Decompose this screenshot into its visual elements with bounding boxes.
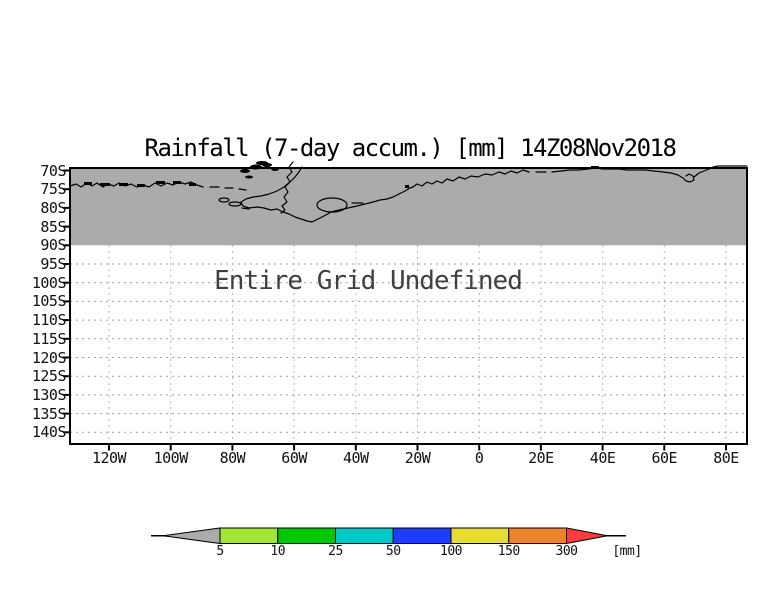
y-tick-label: 125S xyxy=(31,367,67,386)
y-tick-label: 80S xyxy=(40,198,66,217)
colorbar-unit-label: [mm] xyxy=(612,544,642,559)
colorbar-above-max-arrow xyxy=(566,527,608,545)
y-tick-label: 135S xyxy=(31,404,67,423)
y-tick-label: 130S xyxy=(31,385,67,404)
colorbar-level-label: 300 xyxy=(555,544,578,559)
y-tick-label: 140S xyxy=(31,423,67,442)
colorbar-level-label: 50 xyxy=(385,544,401,559)
x-tick-label: 40E xyxy=(589,449,616,467)
y-tick-label: 70S xyxy=(40,161,66,180)
x-tick-label: 20W xyxy=(404,449,431,467)
colorbar-level-label: 150 xyxy=(497,544,520,559)
colorbar-level-label: 25 xyxy=(328,544,343,559)
x-tick-label: 40W xyxy=(343,449,369,467)
colorbar-segment xyxy=(392,527,452,544)
undefined-shaded-band xyxy=(70,168,747,246)
x-tick-label: 60E xyxy=(651,449,678,467)
y-tick-label: 85S xyxy=(40,217,66,236)
plot-title: Rainfall (7-day accum.) [mm] 14Z08Nov201… xyxy=(144,134,677,162)
x-tick-label: 100W xyxy=(153,449,189,467)
x-tick-label: 20E xyxy=(528,449,554,467)
y-tick-label: 95S xyxy=(40,255,66,273)
colorbar-level-label: 5 xyxy=(216,544,224,559)
colorbar-segment xyxy=(335,527,394,544)
colorbar-level-label: 100 xyxy=(440,544,462,559)
x-tick-label: 60W xyxy=(281,449,307,467)
y-tick-label: 105S xyxy=(31,292,67,311)
x-tick-label: 0 xyxy=(474,449,484,467)
lat-lon-grid xyxy=(63,169,747,451)
y-tick-label: 120S xyxy=(31,348,67,367)
y-tick-label: 90S xyxy=(40,236,66,255)
x-tick-label: 80E xyxy=(713,449,739,467)
y-tick-label: 75S xyxy=(40,180,66,199)
plot-frame xyxy=(69,167,748,445)
y-tick-label: 115S xyxy=(31,329,67,348)
colorbar-level-label: 10 xyxy=(270,544,286,559)
x-tick-label: 120W xyxy=(91,449,127,467)
undefined-annotation: Entire Grid Undefined xyxy=(214,266,523,296)
colorbar-segment xyxy=(508,527,567,544)
colorbar-below-min-arrow xyxy=(162,527,221,545)
antarctic-coastline xyxy=(69,161,748,223)
y-tick-label: 110S xyxy=(31,311,67,330)
x-tick-label: 80W xyxy=(219,449,246,467)
colorbar-segment xyxy=(277,527,336,544)
colorbar-segment xyxy=(450,527,510,544)
colorbar-segment xyxy=(219,527,279,544)
colorbar xyxy=(151,527,626,545)
y-tick-label: 100S xyxy=(31,273,67,292)
